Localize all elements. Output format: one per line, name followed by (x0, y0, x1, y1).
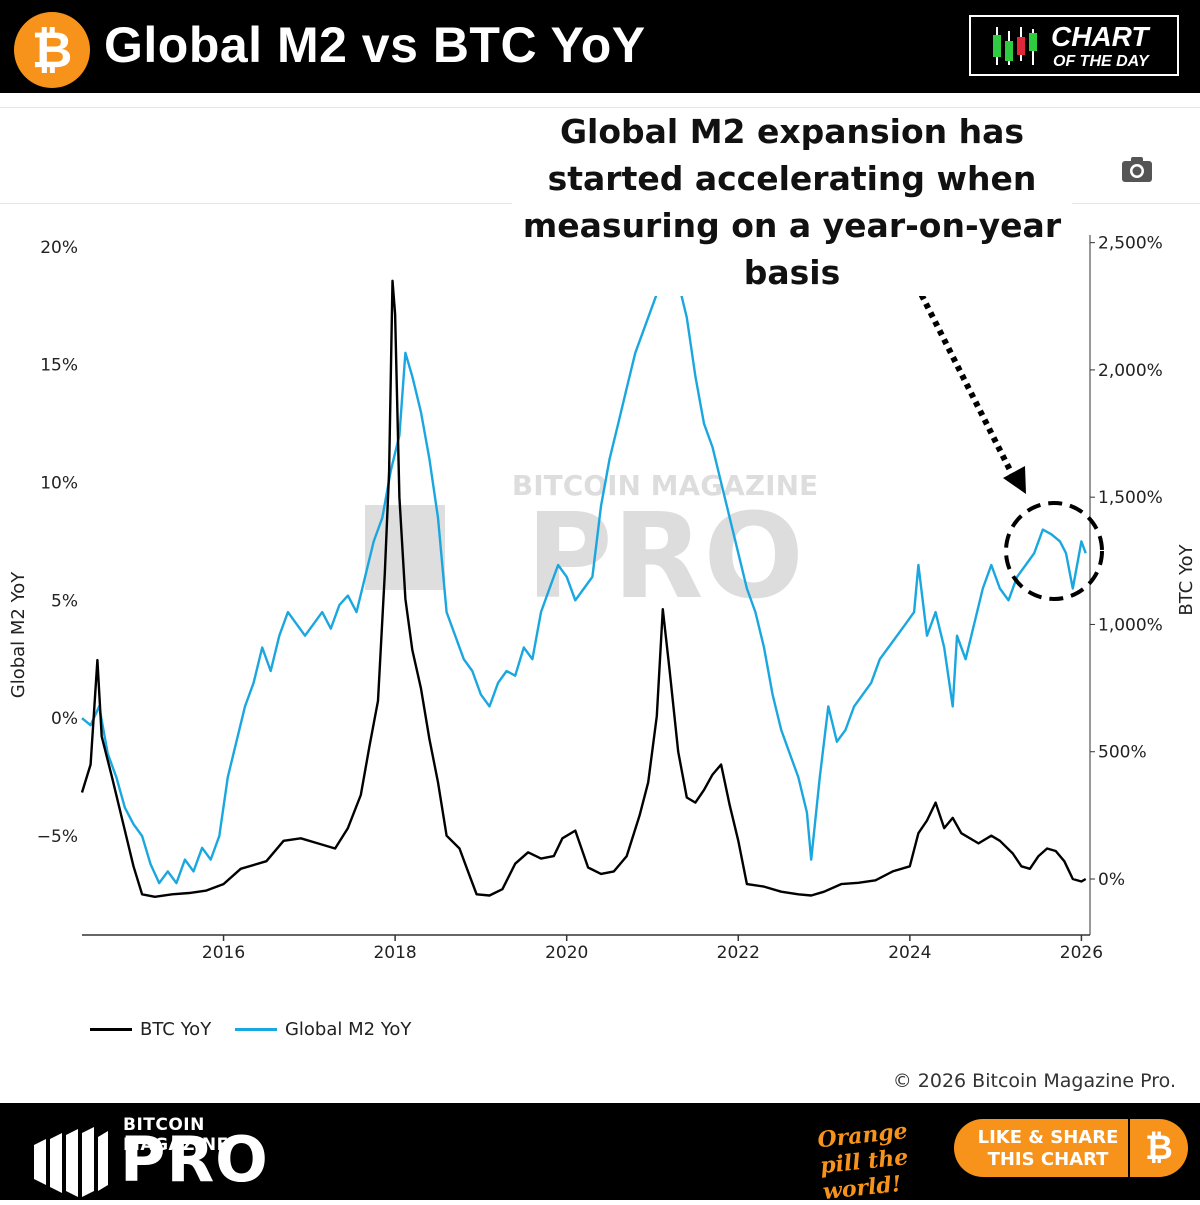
series-line-m2 (81, 269, 1087, 885)
brand-small-text: BITCOIN MAGAZINE (123, 1115, 229, 1155)
legend-item-btc[interactable]: BTC YoY (90, 1019, 211, 1040)
annotation-circle (1004, 501, 1104, 601)
x-tick-label: 2022 (717, 943, 760, 963)
legend: BTC YoY Global M2 YoY (90, 1015, 429, 1040)
y-left-tick-label: 0% (51, 709, 78, 729)
x-tick-label: 2024 (888, 943, 931, 963)
watermark-small-text: BITCOIN MAGAZINE (512, 469, 818, 502)
y-right-tick-label: 1,500% (1098, 488, 1163, 508)
candlestick-icon (993, 27, 1037, 65)
watermark: BITCOIN MAGAZINE PRO (365, 469, 818, 625)
y-left-tick-label: −5% (37, 827, 78, 847)
brand-big-text: PRO (120, 1123, 269, 1196)
page-title: Global M2 vs BTC YoY (104, 17, 646, 73)
chart-of-the-day-badge: CHART OF THE DAY (969, 15, 1179, 76)
bitcoin-magazine-pro-logo: BITCOIN MAGAZINE PRO (34, 1115, 304, 1197)
copyright-text: © 2026 Bitcoin Magazine Pro. (892, 1070, 1176, 1092)
bitcoin-logo-icon: ₿ (14, 12, 90, 88)
legend-label-m2: Global M2 YoY (284, 1019, 412, 1040)
bitcoin-icon: ₿ (1128, 1119, 1188, 1177)
bmp-bars-icon (34, 1127, 108, 1197)
chart-area: BITCOIN MAGAZINE PRO 2016 2018 2020 2022 202… (8, 234, 1197, 963)
y-right-tick-label: 2,000% (1098, 361, 1163, 381)
x-tick-label: 2026 (1060, 943, 1103, 963)
share-button-label: LIKE & SHARE THIS CHART (977, 1127, 1119, 1170)
annotation-text: Global M2 expansion has started accelera… (512, 108, 1072, 296)
x-tick-label: 2020 (545, 943, 588, 963)
x-tick-label: 2016 (202, 943, 245, 963)
y-left-tick-label: 15% (40, 356, 78, 376)
legend-swatch-m2 (234, 1028, 277, 1031)
badge-line1: CHART (1051, 21, 1149, 52)
like-share-button[interactable]: LIKE & SHARE THIS CHART ₿ (954, 1119, 1188, 1177)
footer-bar: BITCOIN MAGAZINE PRO Orange pill the wor… (0, 1103, 1200, 1205)
series-layer (80, 269, 1087, 898)
camera-icon[interactable] (1121, 155, 1153, 183)
y-left-tick-label: 20% (40, 238, 78, 258)
series-line-btc (80, 279, 1087, 898)
y-right-tick-label: 1,000% (1098, 615, 1163, 635)
axes: 2016 2018 2020 2022 2024 2026 20% 15% 10% 5% 0% −5%… (8, 234, 1197, 963)
watermark-big-text: PRO (526, 487, 804, 625)
annotation-arrow (905, 266, 1019, 484)
legend-label-btc: BTC YoY (140, 1019, 212, 1040)
tagline: Orange pill the world! (816, 1118, 910, 1205)
y-right-axis-title: BTC YoY (1176, 543, 1197, 615)
x-tick-label: 2018 (373, 943, 416, 963)
y-left-tick-label: 10% (40, 473, 78, 493)
y-right-tick-label: 2,500% (1098, 234, 1163, 254)
y-right-tick-label: 0% (1098, 870, 1125, 890)
y-left-tick-label: 5% (51, 591, 78, 611)
legend-item-m2[interactable]: Global M2 YoY (234, 1019, 412, 1040)
y-left-axis-title: Global M2 YoY (8, 571, 29, 698)
header-bar: ₿ Global M2 vs BTC YoY CHART OF THE DAY (0, 0, 1200, 93)
badge-line2: OF THE DAY (1053, 53, 1149, 70)
annotation-arrowhead-icon (1003, 466, 1026, 494)
legend-swatch-btc (90, 1028, 132, 1031)
y-right-tick-label: 500% (1098, 743, 1147, 763)
